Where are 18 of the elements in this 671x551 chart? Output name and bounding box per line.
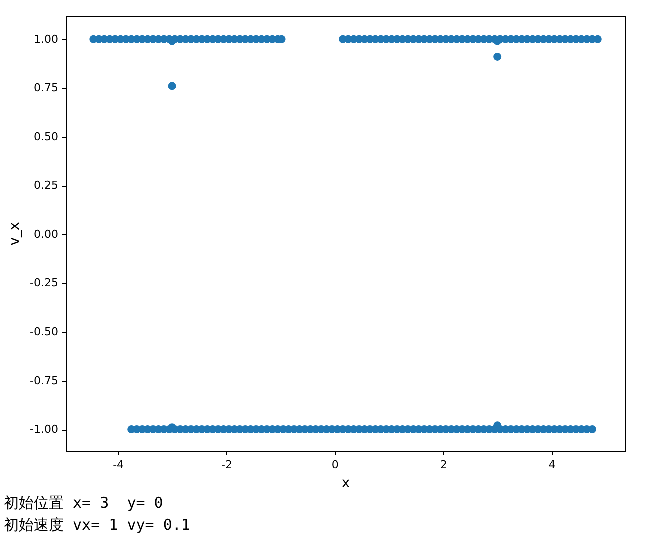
x-tick-label: 4 — [548, 458, 556, 472]
x-tick-label: 2 — [440, 458, 448, 472]
y-tick-label: 0.75 — [34, 82, 58, 95]
y-tick-label: 1.00 — [34, 32, 58, 46]
y-axis-title: v_x — [7, 222, 24, 246]
y-tick-label: -1.00 — [30, 423, 58, 436]
y-tick-label: -0.25 — [30, 276, 58, 290]
text: 初始位置 x= 3 y= 0 — [4, 493, 164, 514]
y-tick-label: 0.25 — [34, 179, 58, 192]
y-tick-label: 0.50 — [34, 130, 58, 144]
y-tick-label: 0.00 — [34, 228, 58, 241]
x-tick-label: 0 — [332, 458, 339, 472]
y-tick-label: -0.75 — [30, 374, 58, 388]
x-axis-title: x — [342, 476, 350, 492]
x-tick-label: -4 — [113, 458, 124, 472]
x-tick-label: -2 — [222, 458, 232, 472]
y-tick-label: -0.50 — [30, 326, 58, 339]
text: 初始速度 vx= 1 vy= 0.1 — [4, 515, 190, 536]
